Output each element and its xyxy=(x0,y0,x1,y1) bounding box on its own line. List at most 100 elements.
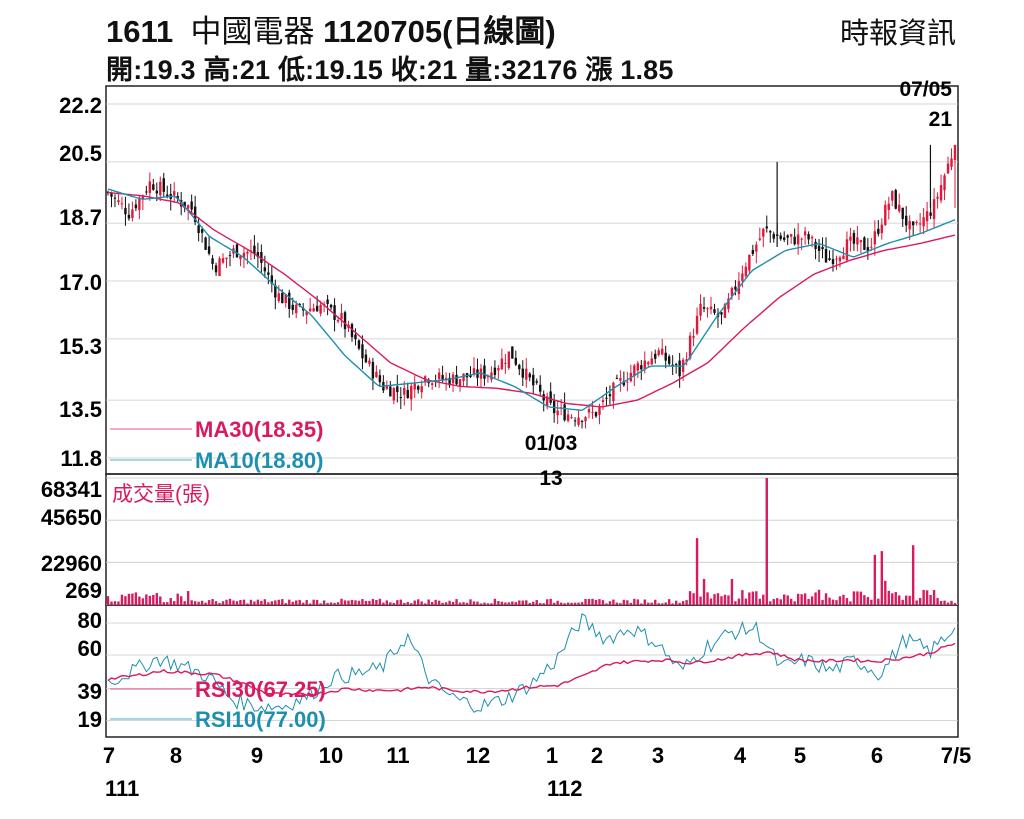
volume-bar xyxy=(284,603,287,605)
x-tick: 2 xyxy=(591,743,603,768)
year-label: 111 xyxy=(105,776,139,801)
candle-body xyxy=(396,386,399,393)
candle-body xyxy=(783,237,786,240)
candle-body xyxy=(807,234,810,240)
candle-body xyxy=(525,368,528,380)
candle-body xyxy=(430,383,434,385)
low-date-label: 01/03 xyxy=(525,432,578,455)
volume-bar xyxy=(929,595,932,605)
volume-bar xyxy=(654,599,657,605)
candle-body xyxy=(298,303,301,306)
volume-bar xyxy=(901,599,904,605)
volume-bar xyxy=(765,478,768,605)
volume-bar xyxy=(448,600,451,605)
candle-body xyxy=(633,365,636,377)
volume-bar xyxy=(444,602,448,605)
rsi-axis: 80 60 39 19 xyxy=(78,608,102,732)
volume-bar xyxy=(678,602,681,605)
volume-bar xyxy=(939,600,943,605)
rsi10-legend: RSI10(77.00) xyxy=(195,707,326,732)
stock-code: 1611 xyxy=(106,14,174,49)
candle-body xyxy=(758,238,762,240)
volume-bar xyxy=(106,596,110,605)
volume-bar xyxy=(835,600,838,605)
volume-bar xyxy=(549,598,552,605)
volume-bar xyxy=(239,600,242,605)
candle-body xyxy=(563,404,566,421)
candle-body xyxy=(755,244,758,252)
volume-bar xyxy=(737,598,741,605)
high-date-label: 07/05 xyxy=(899,78,952,101)
candle-body xyxy=(647,362,650,365)
volume-bar xyxy=(120,594,124,605)
candle-body xyxy=(371,362,375,379)
volume-bar xyxy=(580,602,584,605)
volume-bar xyxy=(462,602,465,605)
candle-body xyxy=(134,204,138,209)
volume-bar xyxy=(399,599,402,605)
candle-body xyxy=(410,385,413,400)
volume-bar xyxy=(274,600,277,605)
candle-body xyxy=(155,190,158,194)
candle-body xyxy=(246,251,249,254)
candle-body xyxy=(162,178,165,192)
candle-body xyxy=(699,303,702,316)
volume-bar xyxy=(748,592,751,605)
volume-bar xyxy=(946,602,950,605)
volume-bar xyxy=(176,593,179,605)
candle-body xyxy=(570,417,573,419)
price-tick: 20.5 xyxy=(59,141,102,166)
volume-bar xyxy=(849,601,852,605)
candle-body xyxy=(643,360,646,370)
candle-body xyxy=(615,377,619,379)
candle-body xyxy=(305,311,308,316)
volume-bar xyxy=(152,594,155,605)
volume-bar xyxy=(615,602,619,605)
volume-bar xyxy=(385,600,389,605)
volume-bar xyxy=(417,599,420,605)
volume-bar xyxy=(681,601,685,605)
candle-body xyxy=(469,375,472,377)
candle-body xyxy=(225,257,228,260)
volume-bar xyxy=(887,590,890,605)
x-tick: 8 xyxy=(170,743,182,768)
volume-bar xyxy=(685,600,688,605)
volume-bar xyxy=(298,599,301,605)
volume-bar xyxy=(260,600,263,605)
volume-bar xyxy=(532,601,535,605)
candle-body xyxy=(654,353,657,359)
volume-bar xyxy=(225,599,228,605)
candle-body xyxy=(577,417,580,425)
candle-body xyxy=(856,237,859,245)
x-tick: 7 xyxy=(103,743,115,768)
rsi-lines xyxy=(107,613,956,713)
volume-bar xyxy=(315,599,319,605)
candle-body xyxy=(800,238,803,240)
candle-body xyxy=(859,240,863,243)
volume-bar xyxy=(877,598,880,605)
price-panel-frame xyxy=(105,85,959,475)
candle-body xyxy=(950,158,953,167)
volume-bar xyxy=(915,600,918,605)
volume-bar xyxy=(371,599,375,605)
candle-body xyxy=(497,367,500,371)
volume-bar xyxy=(559,602,563,605)
candle-body xyxy=(263,267,267,272)
candle-body xyxy=(814,241,817,249)
volume-bar xyxy=(336,602,340,605)
source-label: 時報資訊 xyxy=(839,18,956,50)
candle-body xyxy=(333,305,336,320)
volume-bar xyxy=(772,599,775,605)
candle-body xyxy=(915,221,918,223)
candle-body xyxy=(120,203,124,205)
candle-body xyxy=(270,275,274,284)
candle-body xyxy=(106,191,110,193)
candle-body xyxy=(417,386,420,390)
candle-body xyxy=(204,237,207,250)
candle-body xyxy=(664,352,667,361)
volume-bar xyxy=(852,591,856,605)
candle-body xyxy=(514,357,518,365)
candle-body xyxy=(688,335,692,359)
candle-body xyxy=(601,400,605,403)
candle-body xyxy=(448,377,451,386)
